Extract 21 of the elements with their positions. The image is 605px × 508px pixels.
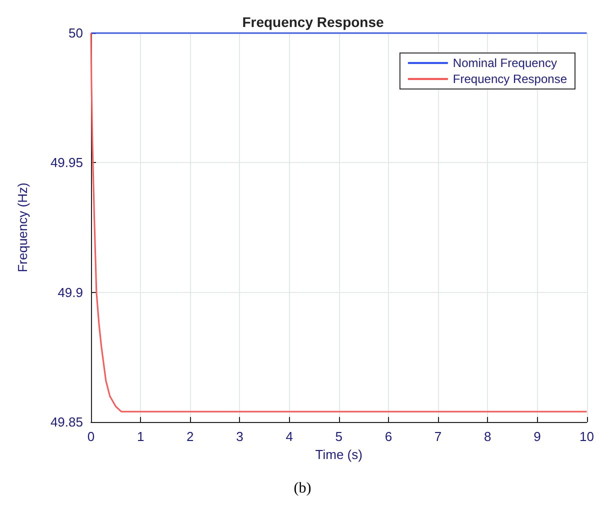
x-tick-label: 0 [87,429,95,444]
x-tick-label: 1 [136,429,144,444]
x-tick-label: 4 [286,429,293,444]
x-tick-label: 9 [534,429,541,444]
x-tick-label: 3 [236,429,244,444]
text: (b) [294,480,312,496]
y-axis-title: Frequency (Hz) [15,182,30,272]
legend-label: Frequency Response [452,72,568,86]
y-tick-label: 49.9 [58,284,83,300]
y-tick-label: 50 [68,26,83,40]
x-tick-label: 5 [335,429,342,444]
chart-title: Frequency Response [242,14,384,30]
y-tick-label: 49.95 [50,155,83,170]
x-tick-label: 7 [434,429,442,444]
legend-label: Nominal Frequency [452,56,557,70]
x-tick-label: 10 [580,429,594,444]
y-tick-label: 49.85 [50,414,83,430]
x-tick-label: 6 [384,429,392,444]
x-tick-label: 8 [484,429,492,444]
x-axis-title: Time (s) [315,446,362,462]
x-tick-label: 2 [186,429,194,444]
